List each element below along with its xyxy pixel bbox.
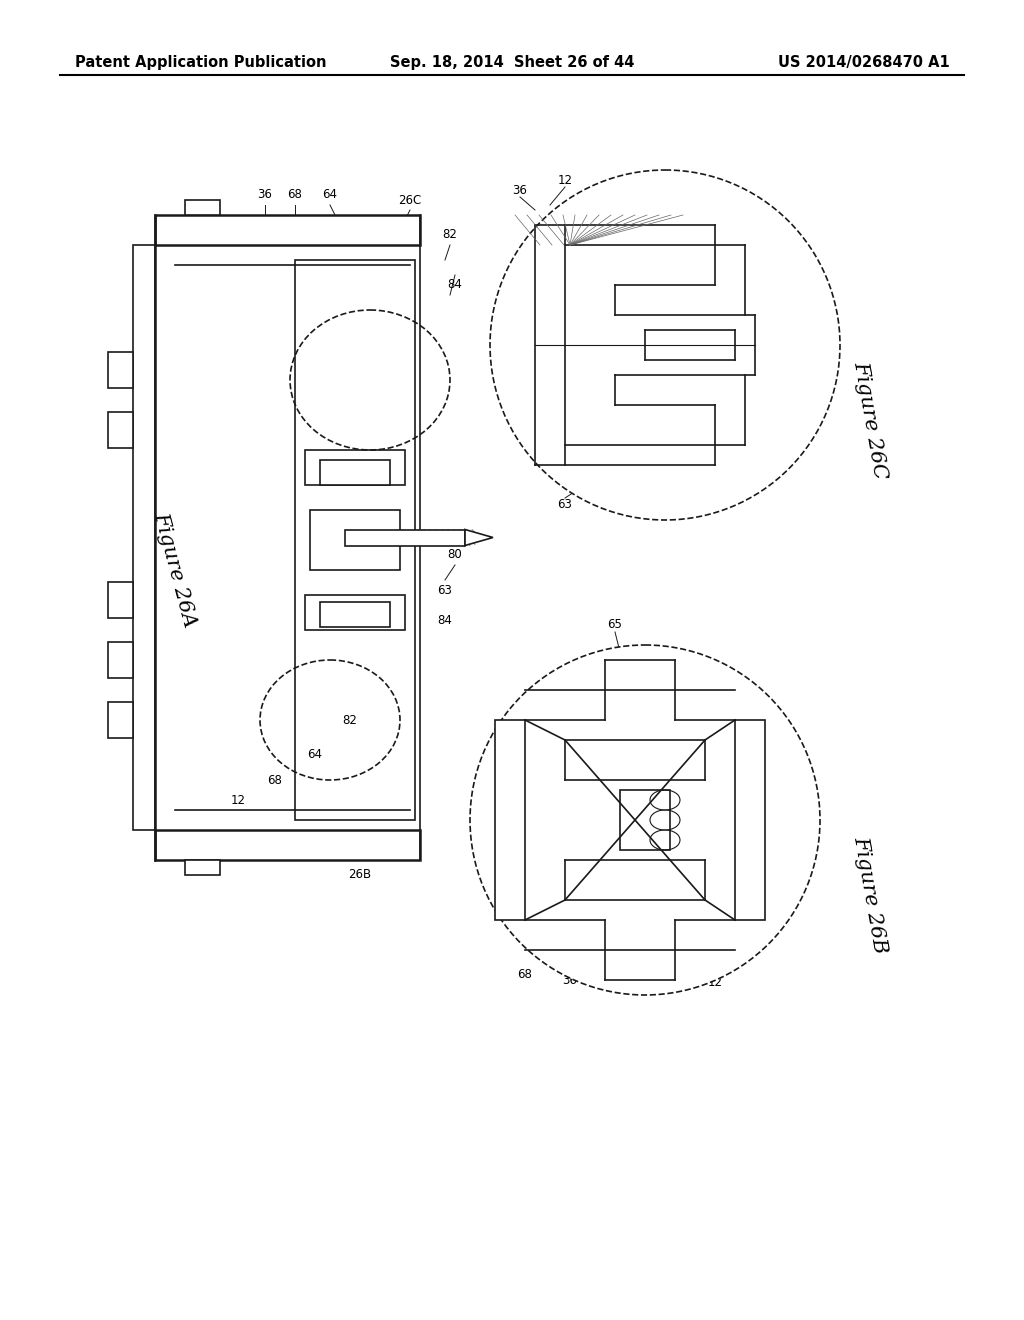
Text: 66: 66 <box>647 908 663 921</box>
Text: 84: 84 <box>748 458 763 471</box>
Text: 82: 82 <box>442 228 458 242</box>
Text: 64: 64 <box>307 748 323 762</box>
Text: 82: 82 <box>343 714 357 726</box>
Text: 36: 36 <box>258 189 272 202</box>
Polygon shape <box>465 529 493 545</box>
Text: 86: 86 <box>628 173 642 186</box>
Bar <box>535 355 565 465</box>
Bar <box>185 861 220 875</box>
Text: 80: 80 <box>447 549 463 561</box>
Text: 12: 12 <box>230 793 246 807</box>
Bar <box>319 602 390 627</box>
Bar <box>345 529 465 545</box>
Text: 26B: 26B <box>348 869 372 882</box>
Text: 36: 36 <box>513 183 527 197</box>
Text: 63: 63 <box>557 499 572 511</box>
Bar <box>310 510 400 570</box>
Text: 65: 65 <box>607 619 623 631</box>
Bar <box>535 224 565 335</box>
Bar <box>305 450 406 484</box>
Bar <box>496 721 524 919</box>
Text: 12: 12 <box>557 173 572 186</box>
Text: 68: 68 <box>267 774 283 787</box>
Text: 80: 80 <box>683 863 697 876</box>
Text: 12: 12 <box>708 975 723 989</box>
Text: 69: 69 <box>628 903 642 916</box>
Bar <box>108 642 133 678</box>
Text: 36: 36 <box>562 974 578 986</box>
Bar <box>620 789 670 850</box>
Bar <box>155 830 420 861</box>
Bar <box>735 719 765 920</box>
Bar <box>156 832 419 859</box>
Text: 64: 64 <box>323 189 338 202</box>
Text: 87: 87 <box>548 843 562 857</box>
Text: 66: 66 <box>683 177 697 190</box>
Text: 26C: 26C <box>398 194 422 206</box>
Text: US 2014/0268470 A1: US 2014/0268470 A1 <box>778 54 950 70</box>
Bar <box>108 412 133 447</box>
Text: 82: 82 <box>787 289 803 301</box>
Text: Figure 26C: Figure 26C <box>850 359 890 480</box>
Text: Figure 26B: Figure 26B <box>850 834 890 956</box>
Bar <box>297 261 413 341</box>
Bar <box>133 246 155 830</box>
Text: 68: 68 <box>517 969 532 982</box>
Bar <box>185 201 220 215</box>
Circle shape <box>470 645 820 995</box>
Bar <box>108 702 133 738</box>
Text: Figure 26A: Figure 26A <box>151 511 200 630</box>
Text: Sep. 18, 2014  Sheet 26 of 44: Sep. 18, 2014 Sheet 26 of 44 <box>390 54 634 70</box>
Text: 68: 68 <box>288 189 302 202</box>
Text: 84: 84 <box>437 614 453 627</box>
Bar <box>297 741 413 818</box>
Bar <box>319 459 390 484</box>
Bar <box>295 260 415 820</box>
Bar <box>305 595 406 630</box>
Text: 86: 86 <box>567 858 583 871</box>
Bar <box>410 529 475 545</box>
Bar <box>155 215 420 246</box>
Text: 84: 84 <box>447 279 463 292</box>
Text: 67: 67 <box>718 684 732 697</box>
Text: 63: 63 <box>437 583 453 597</box>
Bar <box>495 719 525 920</box>
Text: 89: 89 <box>607 894 623 907</box>
Bar <box>108 352 133 388</box>
Bar <box>108 582 133 618</box>
Circle shape <box>490 170 840 520</box>
Bar <box>156 216 419 244</box>
Text: 85: 85 <box>728 843 742 857</box>
Text: Patent Application Publication: Patent Application Publication <box>75 54 327 70</box>
